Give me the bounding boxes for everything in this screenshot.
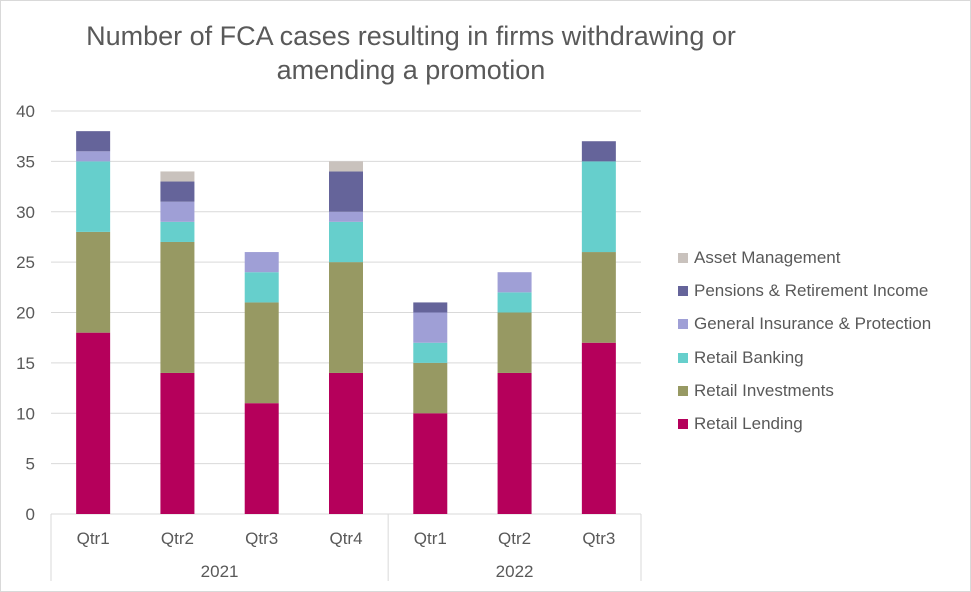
x-group-label: 2021 (201, 562, 239, 581)
bar-segment-retail-banking-3 (329, 221, 363, 263)
legend-item: General Insurance & Protection (678, 308, 931, 341)
legend-label: General Insurance & Protection (694, 314, 932, 334)
x-group-label: 2022 (496, 562, 534, 581)
legend-label: Retail Lending (694, 414, 803, 434)
legend-label: Retail Investments (694, 380, 834, 400)
bar-segment-pensions-retirement-income-1 (160, 181, 195, 202)
bar-segment-retail-lending-0 (76, 332, 111, 514)
bar-segment-general-insurance-protection-5 (497, 272, 532, 293)
bar-segment-pensions-retirement-income-3 (329, 171, 363, 212)
legend-swatch (678, 285, 688, 296)
bar-segment-retail-investments-0 (76, 231, 111, 333)
y-tick-label: 5 (26, 455, 35, 474)
bar-segment-retail-banking-0 (76, 161, 111, 232)
bar-segment-retail-lending-6 (581, 342, 616, 514)
bar-segment-retail-investments-5 (497, 312, 532, 373)
bar-segment-retail-investments-6 (581, 252, 616, 343)
y-tick-label: 0 (26, 505, 35, 524)
legend-swatch (678, 352, 688, 363)
chart-title-line-1: Number of FCA cases resulting in firms w… (86, 21, 736, 51)
bar-segment-general-insurance-protection-1 (160, 201, 195, 222)
legend-label: Pensions & Retirement Income (694, 280, 929, 300)
y-tick-label: 20 (16, 304, 35, 323)
y-tick-label: 25 (16, 253, 35, 272)
bar-segment-retail-banking-1 (160, 221, 195, 242)
legend-item: Retail Banking (678, 341, 931, 374)
bar-segment-retail-lending-3 (329, 372, 363, 514)
bar-segment-pensions-retirement-income-4 (413, 302, 448, 313)
bar-segment-retail-investments-1 (160, 241, 195, 373)
x-tick-label: Qtr1 (414, 529, 447, 548)
legend-item: Retail Investments (678, 374, 931, 407)
bar-segment-general-insurance-protection-2 (244, 252, 279, 273)
chart-title: Number of FCA cases resulting in firms w… (61, 19, 761, 87)
bar-segment-retail-lending-2 (244, 403, 279, 514)
x-tick-label: Qtr3 (245, 529, 278, 548)
bar-segment-general-insurance-protection-4 (413, 312, 448, 343)
bar-segment-retail-investments-3 (329, 262, 363, 373)
legend-label: Asset Management (694, 247, 841, 267)
legend-item: Pensions & Retirement Income (678, 274, 931, 307)
bar-segment-retail-lending-5 (497, 372, 532, 514)
x-tick-label: Qtr4 (329, 529, 362, 548)
legend-swatch (678, 252, 688, 263)
x-tick-label: Qtr3 (582, 529, 615, 548)
bar-segment-general-insurance-protection-0 (76, 151, 111, 162)
x-tick-label: Qtr2 (161, 529, 194, 548)
legend-swatch (678, 385, 688, 396)
chart-legend: Asset Management Pensions & Retirement In… (678, 241, 931, 441)
y-tick-label: 30 (16, 203, 35, 222)
legend-label: Retail Banking (694, 347, 804, 367)
bar-segment-retail-banking-2 (244, 272, 279, 303)
legend-swatch (678, 419, 688, 430)
bar-segment-retail-investments-4 (413, 362, 448, 414)
bar-segment-asset-management-3 (329, 161, 363, 172)
bar-segment-pensions-retirement-income-6 (581, 141, 616, 162)
y-tick-label: 15 (16, 354, 35, 373)
x-tick-label: Qtr1 (77, 529, 110, 548)
chart-title-line-2: amending a promotion (276, 55, 546, 85)
bar-segment-asset-management-1 (160, 171, 195, 182)
y-tick-label: 40 (16, 102, 35, 121)
y-tick-label: 10 (16, 404, 35, 423)
bar-segment-retail-banking-6 (581, 161, 616, 253)
bar-segment-retail-lending-4 (413, 413, 448, 514)
bar-segment-general-insurance-protection-3 (329, 211, 363, 222)
y-tick-label: 35 (16, 152, 35, 171)
bar-segment-retail-banking-4 (413, 342, 448, 363)
bar-segment-retail-banking-5 (497, 292, 532, 313)
legend-swatch (678, 319, 688, 330)
legend-item: Retail Lending (678, 407, 931, 440)
legend-item: Asset Management (678, 241, 931, 274)
bar-segment-pensions-retirement-income-0 (76, 131, 111, 152)
x-tick-label: Qtr2 (498, 529, 531, 548)
bar-segment-retail-investments-2 (244, 302, 279, 404)
bar-segment-retail-lending-1 (160, 372, 195, 514)
